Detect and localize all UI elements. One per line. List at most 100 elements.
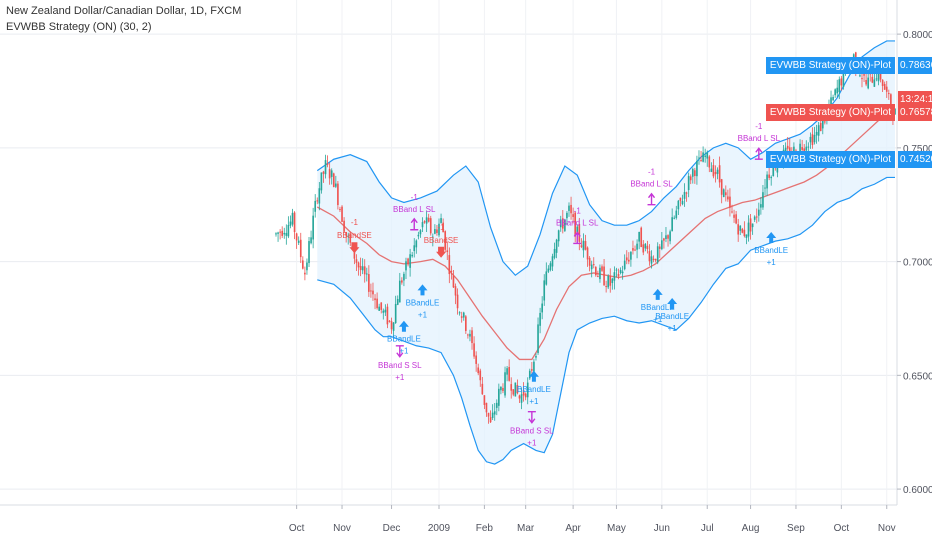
candle-body bbox=[460, 316, 463, 318]
candle-body bbox=[694, 170, 696, 177]
long-arrow-icon bbox=[417, 284, 428, 296]
signal-label: BBand S SL bbox=[510, 427, 554, 436]
candle-body bbox=[704, 155, 706, 157]
x-tick-label: Apr bbox=[565, 523, 581, 534]
candle-body bbox=[543, 280, 546, 301]
candle-body bbox=[545, 271, 548, 285]
price-tag-value: 0.74520 bbox=[898, 150, 932, 168]
price-tag-label[interactable]: EVWBB Strategy (ON)-Plot bbox=[765, 57, 895, 75]
candle-body bbox=[372, 290, 374, 295]
candle-body bbox=[646, 245, 649, 250]
candle-body bbox=[489, 417, 492, 423]
candle-body bbox=[830, 97, 832, 108]
candle-body bbox=[281, 230, 284, 236]
candle-body bbox=[570, 204, 572, 214]
candle-body bbox=[578, 223, 581, 242]
long-arrow-icon bbox=[766, 232, 777, 244]
signal-label: BBandLE bbox=[754, 246, 788, 255]
candle-body bbox=[630, 251, 632, 260]
candle-body bbox=[491, 412, 494, 418]
candle-body bbox=[735, 214, 737, 224]
candle-body bbox=[403, 273, 405, 281]
candle-body bbox=[332, 173, 335, 188]
candle-body bbox=[467, 334, 469, 336]
candle-body bbox=[677, 200, 680, 210]
candle-body bbox=[859, 75, 861, 77]
candle-body bbox=[401, 280, 403, 283]
study-legend[interactable]: EVWBB Strategy (ON) (30, 2) bbox=[6, 21, 152, 33]
candle-body bbox=[374, 298, 376, 301]
exit-arrow-icon bbox=[647, 192, 656, 206]
exit-arrow-icon bbox=[527, 411, 536, 424]
candle-body bbox=[559, 219, 562, 228]
candle-body bbox=[415, 240, 418, 248]
candle-body bbox=[504, 372, 506, 396]
x-tick-label: 2009 bbox=[428, 523, 451, 534]
candle-body bbox=[316, 200, 319, 202]
signal-label: BBand S SL bbox=[378, 361, 422, 370]
signal-count: -1 bbox=[755, 122, 763, 131]
candle-body bbox=[679, 197, 682, 201]
candle-body bbox=[388, 320, 391, 322]
price-tag-label[interactable]: EVWBB Strategy (ON)-Plot bbox=[765, 103, 895, 121]
candle-body bbox=[605, 286, 607, 288]
candle-body bbox=[720, 179, 723, 195]
short-arrow-icon bbox=[436, 246, 447, 258]
candle-body bbox=[708, 156, 711, 168]
candle-body bbox=[700, 160, 702, 162]
candle-body bbox=[465, 316, 467, 331]
candle-body bbox=[590, 264, 593, 270]
candle-body bbox=[675, 210, 678, 218]
candle-body bbox=[582, 240, 585, 251]
candle-body bbox=[658, 246, 661, 249]
candle-body bbox=[640, 227, 643, 248]
candle-body bbox=[824, 121, 826, 123]
signal-count: -1 bbox=[351, 218, 359, 227]
candle-body bbox=[687, 176, 690, 191]
candle-body bbox=[809, 136, 812, 143]
candle-body bbox=[710, 168, 713, 172]
candle-body bbox=[638, 231, 640, 242]
candle-body bbox=[318, 188, 321, 204]
candle-body bbox=[485, 402, 488, 413]
candle-body bbox=[803, 148, 806, 152]
candle-body bbox=[475, 355, 477, 364]
candle-body bbox=[840, 78, 843, 86]
long-arrow-icon bbox=[667, 297, 678, 309]
candle-body bbox=[671, 217, 673, 232]
x-tick-label: Nov bbox=[878, 523, 896, 534]
candle-body bbox=[285, 232, 288, 236]
candle-body bbox=[667, 235, 669, 239]
candle-body bbox=[518, 395, 521, 399]
x-tick-label: Nov bbox=[333, 523, 351, 534]
price-tag-label[interactable]: EVWBB Strategy (ON)-Plot bbox=[765, 150, 895, 168]
candle-body bbox=[396, 298, 399, 305]
candle-body bbox=[289, 221, 292, 226]
candle-body bbox=[875, 78, 878, 80]
candle-body bbox=[522, 390, 525, 396]
candle-body bbox=[320, 172, 323, 191]
time-axis[interactable]: Oct Nov Dec 2009 Feb Mar Apr May Jun Jul Aug Sep Oct… bbox=[289, 505, 896, 534]
signal-label: BBandLE bbox=[655, 312, 689, 321]
candle-body bbox=[440, 218, 442, 223]
candle-body bbox=[314, 200, 317, 212]
candle-body bbox=[887, 93, 890, 95]
candle-body bbox=[597, 276, 599, 278]
candle-body bbox=[483, 395, 486, 405]
candle-body bbox=[359, 265, 362, 270]
candle-body bbox=[572, 214, 574, 217]
candle-body bbox=[611, 278, 614, 284]
candle-body bbox=[764, 187, 766, 189]
signal-label: BBandLE bbox=[517, 385, 551, 394]
candle-body bbox=[438, 223, 440, 236]
lower-band-line bbox=[317, 176, 895, 465]
candle-body bbox=[691, 168, 694, 177]
candle-body bbox=[531, 369, 533, 371]
candle-body bbox=[312, 215, 314, 240]
band-fill bbox=[317, 40, 895, 465]
long-arrow-icon bbox=[398, 320, 409, 332]
